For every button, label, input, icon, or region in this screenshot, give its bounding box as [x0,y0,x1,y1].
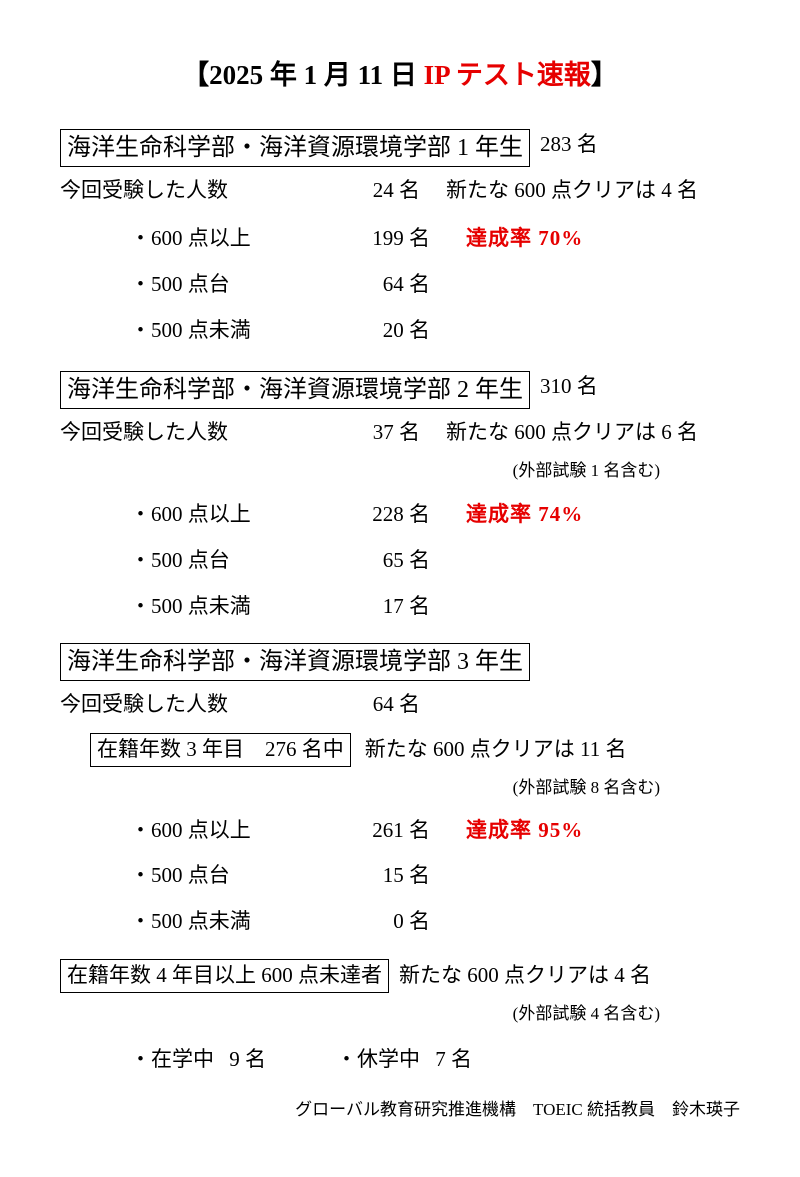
bullet-label: ・600 点以上 [60,811,320,851]
section4-note: (外部試験 4 名含む) [60,998,740,1030]
examinees-label: 今回受験した人数 [60,413,310,453]
bullet-label: ・500 点未満 [60,902,320,942]
page-title: 【2025 年 1 月 11 日 IP テスト速報】 [60,50,740,101]
section4-subrow: 在籍年数 4 年目以上 600 点未達者 新たな 600 点クリアは 4 名 [60,956,740,996]
enrolled-value: 9 名 [219,1047,266,1071]
section2-heading: 海洋生命科学部・海洋資源環境学部 2 年生 [60,371,530,409]
bullet-value: 261 名 [320,811,436,851]
bullet-label: ・500 点台 [60,265,320,305]
leave-value: 7 名 [425,1047,472,1071]
bullet-label: ・600 点以上 [60,219,320,259]
bullet-value: 17 名 [320,587,436,627]
achievement-rate: 達成率 74% [436,495,740,535]
bullet-value: 228 名 [320,495,436,535]
bullet-value: 199 名 [320,219,436,259]
bullet-row: ・600 点以上 261 名 達成率 95% [60,811,740,851]
leave-label: ・休学中 [336,1047,420,1071]
bullet-label: ・500 点未満 [60,587,320,627]
enrolled-label: ・在学中 [130,1047,214,1071]
section2-bullets: ・600 点以上 228 名 達成率 74% ・500 点台 65 名 ・500… [60,495,740,627]
section3-examinees-row: 今回受験した人数 64 名 [60,685,740,725]
bullet-row: ・600 点以上 199 名 達成率 70% [60,219,740,259]
new-clear: 新たな 600 点クリアは 11 名 [351,730,627,770]
section1-examinees-row: 今回受験した人数 24 名 新たな 600 点クリアは 4 名 [60,171,740,211]
bullet-value: 64 名 [320,265,436,305]
bullet-label: ・500 点未満 [60,311,320,351]
section3-subrow: 在籍年数 3 年目 276 名中 新たな 600 点クリアは 11 名 [90,730,740,770]
bullet-value: 15 名 [320,856,436,896]
section1-bullets: ・600 点以上 199 名 達成率 70% ・500 点台 64 名 ・500… [60,219,740,351]
section3-bullets: ・600 点以上 261 名 達成率 95% ・500 点台 15 名 ・500… [60,811,740,943]
title-suffix: 】 [591,60,618,90]
bullet-label: ・600 点以上 [60,495,320,535]
enrolled-row: ・在学中 9 名 ・休学中 7 名 [100,1040,740,1080]
examinees-label: 今回受験した人数 [60,171,310,211]
section3-heading: 海洋生命科学部・海洋資源環境学部 3 年生 [60,643,530,681]
bullet-value: 0 名 [320,902,436,942]
examinees-label: 今回受験した人数 [60,685,310,725]
bullet-value: 20 名 [320,311,436,351]
bullet-row: ・500 点未満 17 名 [60,587,740,627]
bullet-row: ・500 点未満 0 名 [60,902,740,942]
bullet-row: ・500 点未満 20 名 [60,311,740,351]
examinees-value: 24 名 [310,171,426,211]
enroll3-box: 在籍年数 3 年目 276 名中 [90,733,351,767]
section2-heading-count: 310 名 [540,367,598,409]
section2-examinees-row: 今回受験した人数 37 名 新たな 600 点クリアは 6 名 [60,413,740,453]
section2-head: 海洋生命科学部・海洋資源環境学部 2 年生 310 名 [60,367,740,409]
new-clear: 新たな 600 点クリアは 6 名 [426,413,740,453]
bullet-label: ・500 点台 [60,541,320,581]
bullet-row: ・500 点台 15 名 [60,856,740,896]
enroll4-box: 在籍年数 4 年目以上 600 点未達者 [60,959,389,993]
achievement-rate: 達成率 95% [436,811,740,851]
bullet-row: ・500 点台 65 名 [60,541,740,581]
new-clear: 新たな 600 点クリアは 4 名 [389,956,651,996]
footer: グローバル教育研究推進機構 TOEIC 統括教員 鈴木瑛子 [60,1094,740,1126]
title-red: IP テスト速報 [424,60,591,90]
section1-heading-count: 283 名 [540,125,598,167]
examinees-value: 37 名 [310,413,426,453]
achievement-rate: 達成率 70% [436,219,740,259]
section3-head: 海洋生命科学部・海洋資源環境学部 3 年生 [60,643,740,681]
new-clear: 新たな 600 点クリアは 4 名 [426,171,740,211]
title-prefix: 【2025 年 1 月 11 日 [182,60,424,90]
section1-head: 海洋生命科学部・海洋資源環境学部 1 年生 283 名 [60,125,740,167]
bullet-row: ・500 点台 64 名 [60,265,740,305]
bullet-value: 65 名 [320,541,436,581]
bullet-label: ・500 点台 [60,856,320,896]
section2-note: (外部試験 1 名含む) [60,455,740,487]
examinees-value: 64 名 [310,685,426,725]
section3-note: (外部試験 8 名含む) [60,772,740,804]
bullet-row: ・600 点以上 228 名 達成率 74% [60,495,740,535]
section1-heading: 海洋生命科学部・海洋資源環境学部 1 年生 [60,129,530,167]
